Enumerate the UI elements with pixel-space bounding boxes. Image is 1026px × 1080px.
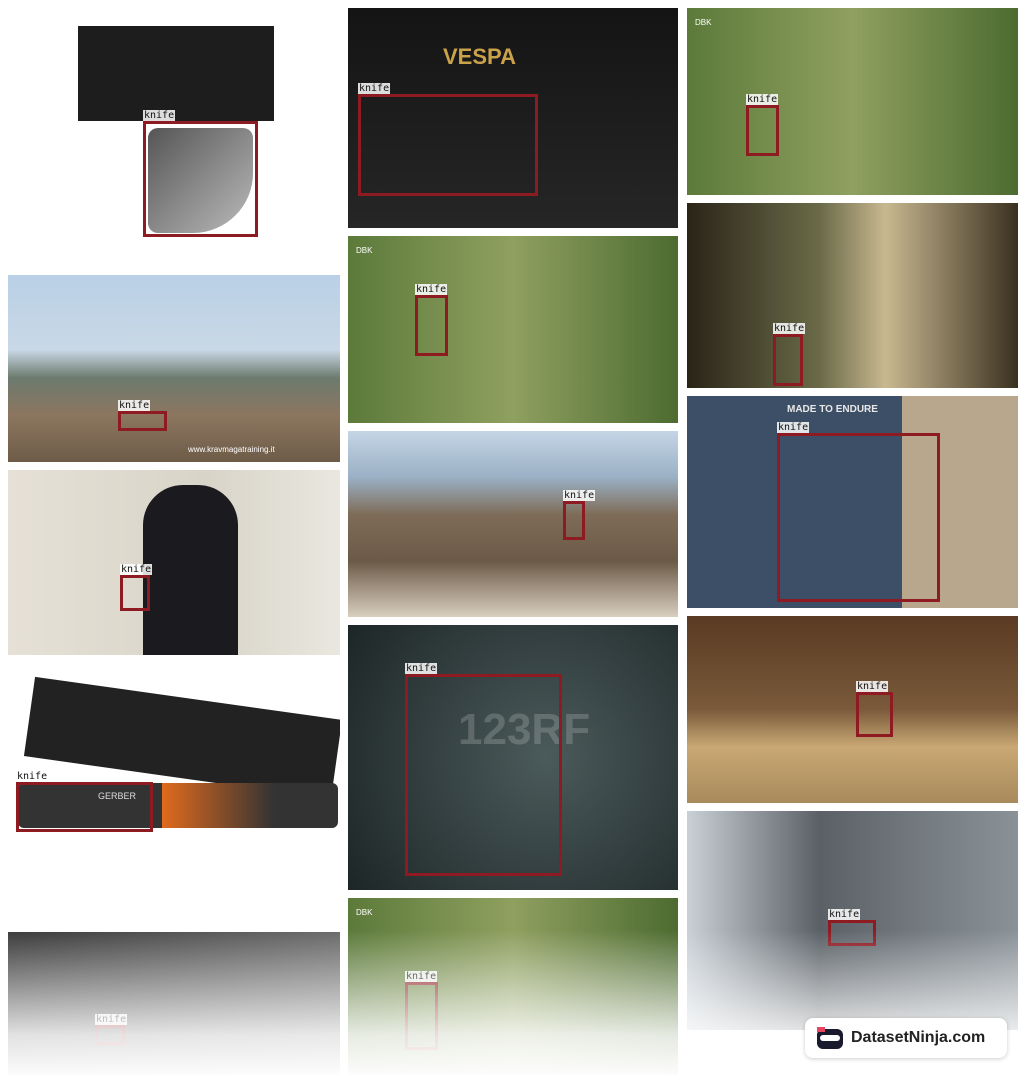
box-label: knife <box>773 323 806 334</box>
bounding-box <box>405 674 562 876</box>
box-label: knife <box>16 771 49 782</box>
bounding-box <box>415 295 448 356</box>
box-label: knife <box>828 909 861 920</box>
bounding-box <box>358 94 538 196</box>
image-tile <box>348 431 678 617</box>
sheath-shape <box>23 676 340 800</box>
image-tile <box>8 8 340 268</box>
bounding-box <box>773 334 803 386</box>
bounding-box <box>118 411 167 431</box>
image-text: VESPA <box>443 44 516 69</box>
image-tile <box>687 616 1018 803</box>
box-label: knife <box>856 681 889 692</box>
image-text: DBK <box>356 908 373 917</box>
bounding-box <box>16 782 153 832</box>
box-label: knife <box>746 94 779 105</box>
image-tile: 123RF <box>348 625 678 890</box>
box-label: knife <box>143 110 176 121</box>
logo-icon <box>817 1027 843 1049</box>
bounding-box <box>120 575 150 611</box>
bounding-box <box>143 121 258 237</box>
box-label: knife <box>415 284 448 295</box>
image-tile: MADE TO ENDURE <box>687 396 1018 608</box>
knife-shape <box>18 783 338 828</box>
image-tile <box>8 470 340 655</box>
image-text: DBK <box>356 246 373 255</box>
image-text: DBK <box>695 18 712 27</box>
box-label: knife <box>118 400 151 411</box>
box-label: knife <box>358 83 391 94</box>
image-tile: DBK <box>348 236 678 423</box>
image-text: www.kravmagatraining.it <box>188 445 275 454</box>
logo[interactable]: DatasetNinja.com <box>805 1018 1007 1058</box>
logo-text: DatasetNinja.com <box>851 1029 986 1046</box>
image-tile: DBK <box>687 8 1018 195</box>
image-tile <box>687 203 1018 388</box>
image-tile: GERBER <box>8 663 340 925</box>
image-tile: VESPA <box>348 8 678 228</box>
image-text: 123RF <box>458 705 591 754</box>
image-text: GERBER <box>98 791 137 801</box>
bounding-box <box>563 501 585 540</box>
box-label: knife <box>120 564 153 575</box>
box-label: knife <box>563 490 596 501</box>
knife-box-shape <box>78 26 274 121</box>
bounding-box <box>856 692 893 737</box>
bounding-box <box>746 105 779 156</box>
image-text: MADE TO ENDURE <box>787 404 878 415</box>
image-tile: www.kravmagatraining.it <box>8 275 340 462</box>
bounding-box <box>777 433 940 602</box>
person-shape <box>143 485 238 655</box>
box-label: knife <box>777 422 810 433</box>
box-label: knife <box>405 663 438 674</box>
